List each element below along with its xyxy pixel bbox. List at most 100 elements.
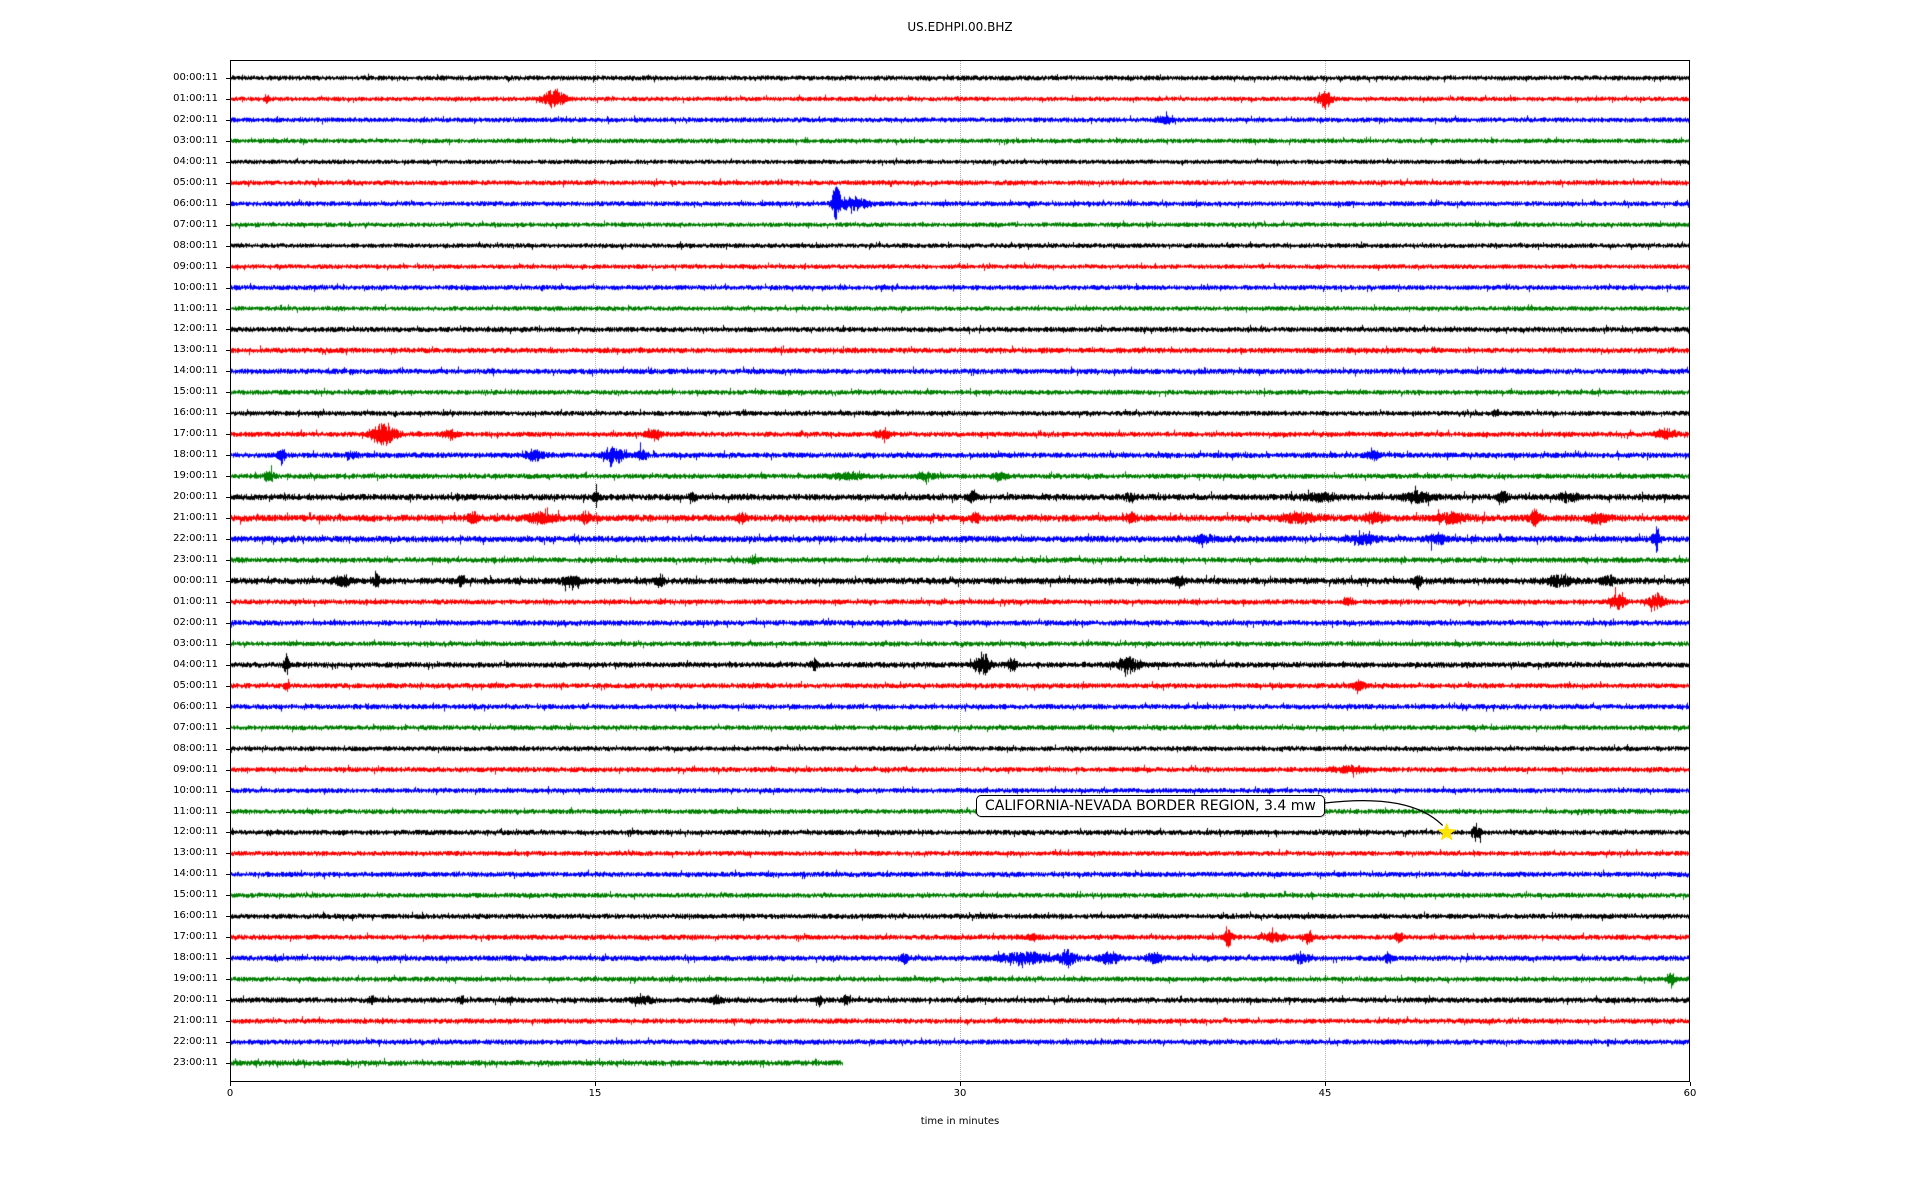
x-tick-mark	[1325, 1082, 1326, 1086]
y-tick-mark	[226, 539, 230, 541]
y-tick-mark	[226, 706, 230, 708]
event-annotation-text: CALIFORNIA-NEVADA BORDER REGION, 3.4 mw	[985, 798, 1316, 814]
row-label: 16:00:11	[173, 407, 218, 419]
row-label: 00:00:11	[173, 72, 218, 83]
row-label: 15:00:11	[173, 386, 218, 398]
y-tick-mark	[226, 371, 230, 373]
y-tick-mark	[226, 560, 230, 562]
y-tick-mark	[226, 601, 230, 603]
y-tick-mark	[226, 78, 230, 79]
row-label: 09:00:11	[173, 260, 218, 272]
row-label: 17:00:11	[173, 931, 218, 943]
row-label: 21:00:11	[173, 1015, 218, 1027]
y-tick-mark	[226, 203, 230, 205]
y-tick-mark	[226, 392, 230, 394]
y-tick-mark	[226, 1063, 230, 1064]
x-tick-label: 0	[226, 1088, 234, 1099]
x-tick-mark	[230, 1082, 231, 1086]
y-tick-mark	[226, 1000, 230, 1002]
y-tick-mark	[226, 958, 230, 960]
row-label: 08:00:11	[173, 239, 218, 251]
y-tick-mark	[226, 811, 230, 813]
x-tick-label: 60	[1683, 1088, 1697, 1099]
x-tick-label: 45	[1318, 1088, 1332, 1099]
row-label: 13:00:11	[173, 344, 218, 356]
row-label: 11:00:11	[173, 302, 218, 314]
row-label: 07:00:11	[173, 218, 218, 230]
row-label: 23:00:11	[173, 1057, 218, 1068]
row-label: 01:00:11	[173, 92, 218, 104]
y-tick-mark	[226, 1021, 230, 1023]
y-tick-mark	[226, 287, 230, 289]
y-tick-mark	[226, 979, 230, 981]
row-label: 23:00:11	[173, 554, 218, 566]
y-tick-mark	[226, 727, 230, 729]
row-label: 19:00:11	[173, 973, 218, 985]
y-tick-mark	[226, 874, 230, 876]
y-tick-mark	[226, 455, 230, 457]
y-tick-mark	[226, 140, 230, 142]
row-label: 14:00:11	[173, 365, 218, 377]
row-label: 14:00:11	[173, 868, 218, 880]
row-label: 18:00:11	[173, 449, 218, 461]
y-tick-mark	[226, 643, 230, 645]
y-tick-mark	[226, 1042, 230, 1044]
y-tick-mark	[226, 497, 230, 499]
y-tick-mark	[226, 182, 230, 184]
y-tick-mark	[226, 748, 230, 750]
x-tick-label: 15	[588, 1088, 602, 1099]
row-label: 02:00:11	[173, 616, 218, 628]
y-tick-mark	[226, 664, 230, 666]
event-annotation: CALIFORNIA-NEVADA BORDER REGION, 3.4 mw	[976, 795, 1325, 817]
row-label: 06:00:11	[173, 197, 218, 209]
row-label: 07:00:11	[173, 721, 218, 733]
row-label: 22:00:11	[173, 533, 218, 545]
y-tick-mark	[226, 832, 230, 834]
x-tick-mark	[1690, 1082, 1691, 1086]
y-tick-mark	[226, 119, 230, 121]
y-tick-mark	[226, 308, 230, 310]
seismogram-canvas	[230, 60, 1690, 1082]
row-label: 21:00:11	[173, 512, 218, 524]
y-tick-mark	[226, 580, 230, 582]
row-label: 05:00:11	[173, 679, 218, 691]
row-label: 10:00:11	[173, 281, 218, 293]
x-tick-label: 30	[953, 1088, 967, 1099]
y-tick-mark	[226, 329, 230, 331]
row-label: 17:00:11	[173, 428, 218, 440]
row-label: 00:00:11	[173, 574, 218, 586]
plot-area	[230, 60, 1690, 1082]
row-label: 04:00:11	[173, 658, 218, 670]
x-tick-mark	[595, 1082, 596, 1086]
row-label: 11:00:11	[173, 805, 218, 817]
y-tick-mark	[226, 853, 230, 855]
y-tick-mark	[226, 476, 230, 478]
row-label: 08:00:11	[173, 742, 218, 754]
row-label: 12:00:11	[173, 826, 218, 838]
chart-title: US.EDHPI.00.BHZ	[907, 20, 1013, 34]
row-label: 01:00:11	[173, 595, 218, 607]
y-tick-mark	[226, 434, 230, 436]
row-label: 09:00:11	[173, 763, 218, 775]
row-label: 04:00:11	[173, 155, 218, 167]
y-tick-mark	[226, 518, 230, 520]
x-axis-label: time in minutes	[920, 1116, 1000, 1127]
y-tick-mark	[226, 161, 230, 163]
row-label: 12:00:11	[173, 323, 218, 335]
row-label: 15:00:11	[173, 889, 218, 901]
row-label: 10:00:11	[173, 784, 218, 796]
y-tick-mark	[226, 895, 230, 897]
row-label: 03:00:11	[173, 134, 218, 146]
y-tick-mark	[226, 266, 230, 268]
row-label: 20:00:11	[173, 994, 218, 1006]
y-tick-mark	[226, 98, 230, 100]
y-tick-mark	[226, 622, 230, 624]
y-tick-mark	[226, 916, 230, 918]
y-tick-mark	[226, 685, 230, 687]
row-label: 05:00:11	[173, 176, 218, 188]
row-label: 16:00:11	[173, 910, 218, 922]
y-tick-mark	[226, 224, 230, 226]
x-tick-mark	[960, 1082, 961, 1086]
y-tick-mark	[226, 245, 230, 247]
